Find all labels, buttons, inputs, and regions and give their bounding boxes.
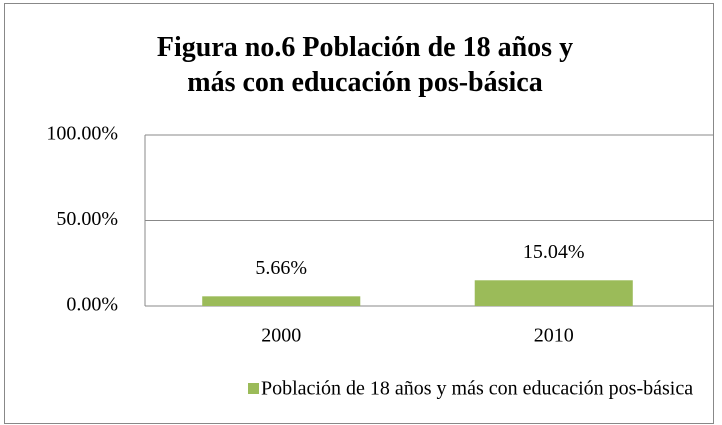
- value-label: 15.04%: [523, 241, 585, 263]
- bar: [202, 296, 361, 306]
- x-tick-label: 2010: [534, 325, 574, 347]
- chart-border: [4, 3, 714, 424]
- y-tick-label: 0.00%: [66, 294, 118, 316]
- legend-label: Población de 18 años y más con educación…: [261, 378, 693, 400]
- bar: [474, 280, 633, 306]
- chart-title: Figura no.6 Población de 18 años y más c…: [156, 32, 574, 98]
- y-tick-label: 50.00%: [56, 208, 118, 230]
- x-tick-label: 2000: [261, 325, 301, 347]
- value-label: 5.66%: [255, 257, 307, 279]
- legend-swatch: [248, 383, 259, 394]
- y-tick-label: 100.00%: [46, 123, 118, 145]
